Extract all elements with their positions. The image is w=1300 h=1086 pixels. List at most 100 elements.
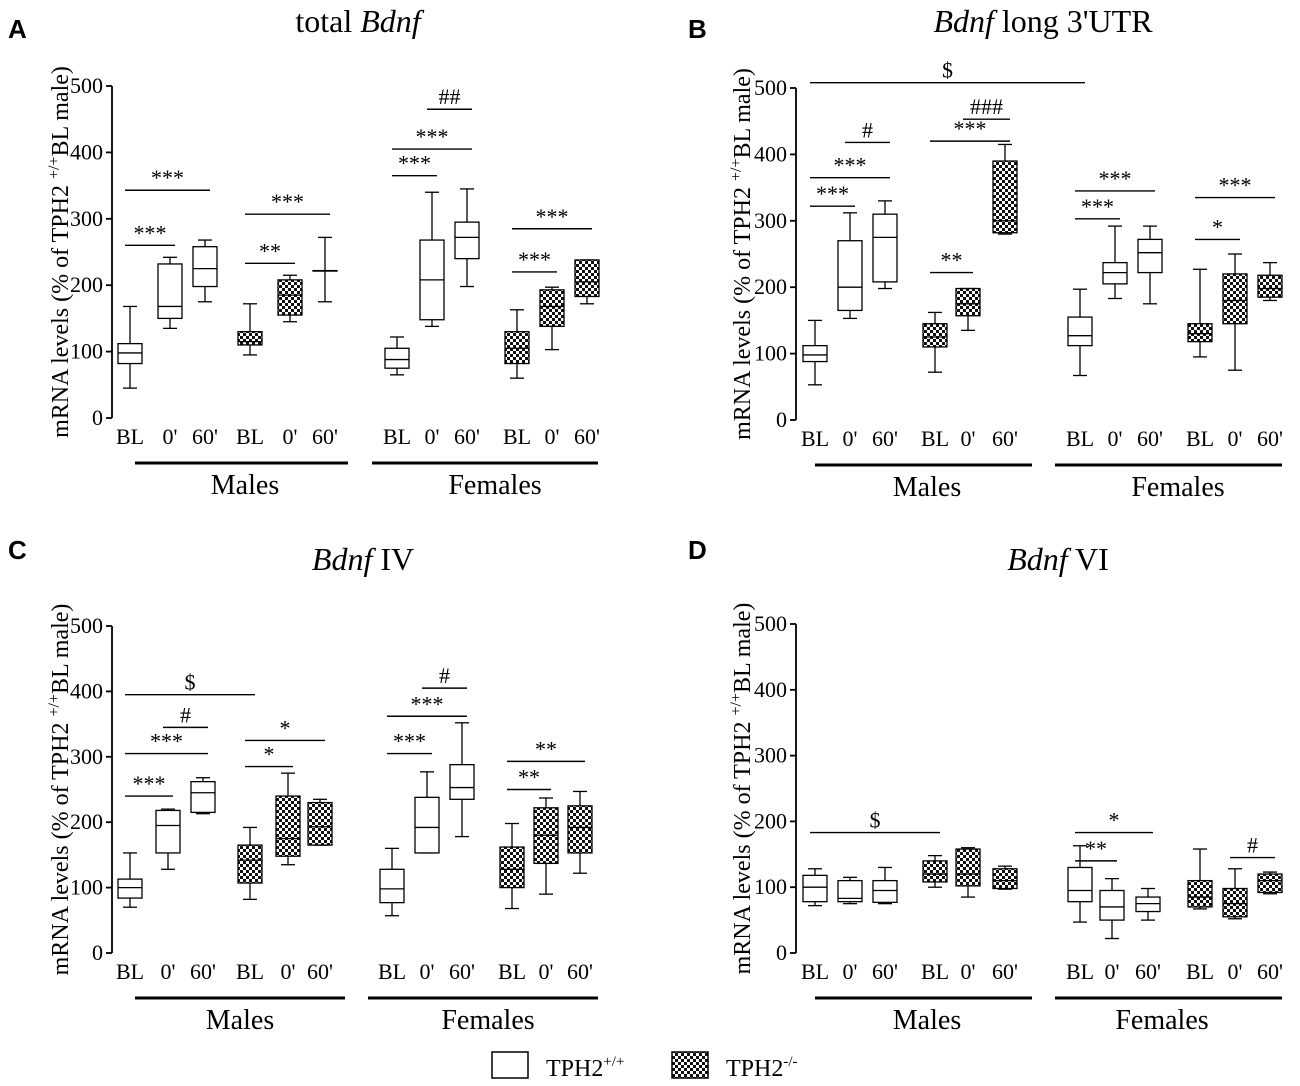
box-3 bbox=[237, 303, 263, 356]
box-body bbox=[237, 844, 263, 884]
sig-label: *** bbox=[816, 181, 849, 206]
group-label: Females bbox=[1131, 472, 1224, 503]
box-body bbox=[955, 848, 981, 887]
sig-label: *** bbox=[398, 151, 431, 176]
x-tick-label: 0' bbox=[961, 959, 976, 984]
box-4 bbox=[955, 847, 981, 898]
x-tick-label: 0' bbox=[281, 959, 296, 984]
legend: TPH2+/+ TPH2-/- bbox=[491, 1051, 798, 1082]
y-label-part: mRNA levels (% of TPH2 bbox=[48, 717, 74, 976]
x-tick-label: 60' bbox=[567, 959, 593, 984]
box-body bbox=[922, 323, 948, 348]
y-tick-label: 0 bbox=[776, 940, 787, 965]
box-6 bbox=[379, 847, 405, 917]
y-tick-label: 0 bbox=[92, 405, 103, 430]
sig-label: ** bbox=[535, 736, 557, 761]
box-3 bbox=[237, 826, 263, 901]
sig-label: # bbox=[439, 663, 450, 688]
x-tick-label: 60' bbox=[192, 424, 218, 449]
y-tick-label: 0 bbox=[776, 407, 787, 432]
box-body bbox=[275, 795, 301, 857]
box-1 bbox=[157, 256, 183, 330]
x-tick-label: 60' bbox=[872, 959, 898, 984]
box-8 bbox=[1135, 887, 1161, 921]
sig-label: *** bbox=[1219, 173, 1252, 198]
y-label-sup: +/+ bbox=[46, 694, 63, 717]
sig-label: *** bbox=[1099, 166, 1132, 191]
sig-label: * bbox=[280, 715, 291, 740]
box-1 bbox=[837, 876, 863, 905]
box-body bbox=[1187, 879, 1213, 908]
sig-label: *** bbox=[150, 729, 183, 754]
box-body bbox=[872, 879, 898, 903]
box-body bbox=[992, 160, 1018, 234]
box-body bbox=[1222, 273, 1248, 325]
y-label-sup: +/+ bbox=[728, 159, 745, 182]
box-0 bbox=[117, 852, 143, 908]
box-body bbox=[1187, 323, 1213, 343]
box-10 bbox=[539, 286, 565, 351]
x-tick-label: BL bbox=[921, 426, 949, 451]
x-tick-label: BL bbox=[383, 424, 411, 449]
y-tick-label: 100 bbox=[754, 874, 787, 899]
box-body bbox=[1257, 274, 1283, 298]
y-label-sup: +/+ bbox=[46, 157, 63, 180]
box-body bbox=[1135, 896, 1161, 913]
box-body bbox=[922, 860, 948, 883]
box-11 bbox=[567, 790, 593, 874]
box-10 bbox=[533, 797, 559, 895]
x-tick-label: BL bbox=[116, 959, 144, 984]
y-label-part: BL male) bbox=[730, 68, 756, 158]
y-tick-label: 300 bbox=[70, 206, 103, 231]
y-label-part: BL male) bbox=[730, 603, 756, 693]
box-body bbox=[1067, 316, 1093, 347]
panel-letter: D bbox=[688, 535, 707, 565]
title-part: VI bbox=[1068, 541, 1109, 577]
x-tick-label: 0' bbox=[163, 424, 178, 449]
x-tick-label: 60' bbox=[1257, 426, 1283, 451]
box-2 bbox=[190, 777, 216, 815]
box-body bbox=[237, 331, 263, 346]
x-tick-label: 0' bbox=[283, 424, 298, 449]
legend-label-wt: TPH2+/+ bbox=[546, 1054, 624, 1082]
box-body bbox=[379, 868, 405, 904]
group-label: Males bbox=[893, 1005, 961, 1036]
box-body bbox=[539, 289, 565, 328]
box-9 bbox=[1187, 848, 1213, 910]
x-tick-label: 0' bbox=[545, 424, 560, 449]
y-label-part: BL male) bbox=[48, 604, 74, 694]
box-body bbox=[499, 846, 525, 889]
box-9 bbox=[1187, 268, 1213, 358]
box-3 bbox=[922, 854, 948, 888]
box-8 bbox=[454, 188, 480, 288]
group-label: Females bbox=[441, 1005, 534, 1036]
x-tick-label: 0' bbox=[843, 426, 858, 451]
y-tick-label: 400 bbox=[754, 141, 787, 166]
sig-label: *** bbox=[1081, 194, 1114, 219]
sig-label: ** bbox=[1085, 836, 1107, 861]
box-9 bbox=[504, 309, 530, 379]
legend-swatch-ko bbox=[671, 1051, 709, 1079]
y-tick-label: 500 bbox=[754, 611, 787, 636]
box-7 bbox=[419, 191, 445, 328]
x-tick-label: 0' bbox=[420, 959, 435, 984]
x-tick-label: BL bbox=[921, 959, 949, 984]
x-tick-label: 60' bbox=[312, 424, 338, 449]
sig-label: *** bbox=[133, 771, 166, 796]
box-body bbox=[1102, 261, 1128, 285]
box-1 bbox=[155, 808, 181, 870]
x-tick-label: 0' bbox=[961, 426, 976, 451]
group-label: Females bbox=[448, 470, 541, 501]
title-part: Bdnf bbox=[1007, 541, 1072, 577]
box-body bbox=[802, 874, 828, 903]
sig-label: *** bbox=[151, 165, 184, 190]
x-tick-label: 0' bbox=[1228, 959, 1243, 984]
x-tick-label: BL bbox=[116, 424, 144, 449]
y-label-part: BL male) bbox=[48, 66, 74, 156]
x-tick-label: BL bbox=[236, 959, 264, 984]
sig-label: *** bbox=[411, 691, 444, 716]
sig-label: ** bbox=[518, 765, 540, 790]
box-6 bbox=[1067, 845, 1093, 923]
box-8 bbox=[1137, 225, 1163, 305]
